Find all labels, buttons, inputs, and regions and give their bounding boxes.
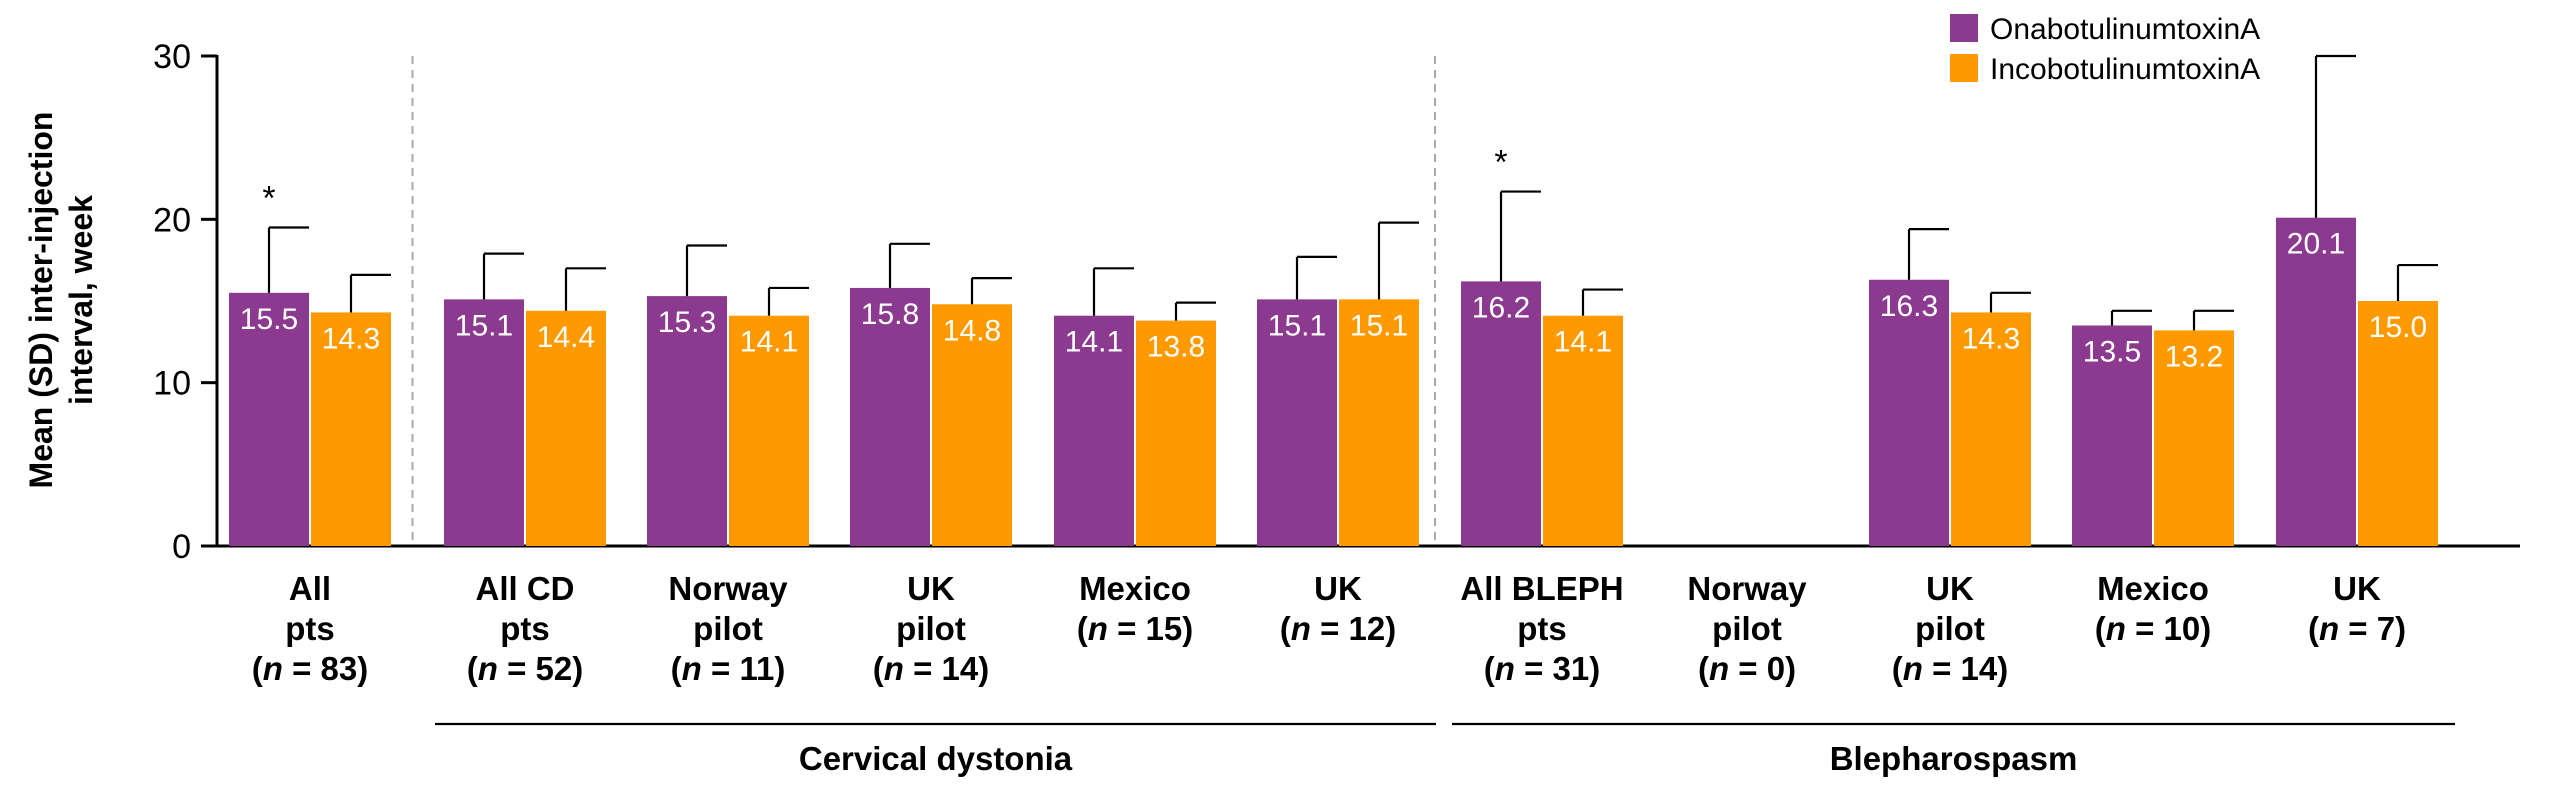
y-tick-label: 10 <box>153 365 191 403</box>
bar-onabotulinumtoxina <box>444 299 524 546</box>
group-label: Blepharospasm <box>1830 740 2078 777</box>
bar-onabotulinumtoxina <box>1054 315 1134 546</box>
bar-onabotulinumtoxina <box>1869 279 1949 546</box>
bar-incobotulinumtoxina <box>932 304 1012 546</box>
category-label: All CD pts (n = 52) <box>467 570 583 687</box>
data-label: 15.5 <box>240 303 298 336</box>
bar-onabotulinumtoxina <box>647 296 727 546</box>
data-label: 15.8 <box>861 298 919 331</box>
category-label: Mexico (n = 10) <box>2095 570 2211 647</box>
y-tick-label: 0 <box>172 528 191 566</box>
bar-onabotulinumtoxina <box>2072 325 2152 546</box>
category-label: Norway pilot (n = 11) <box>668 570 788 687</box>
bar-onabotulinumtoxina <box>1461 281 1541 546</box>
data-label: 15.3 <box>658 306 716 339</box>
data-label: 14.4 <box>537 321 595 354</box>
legend-swatch <box>1950 54 1978 82</box>
data-label: 13.2 <box>2165 340 2223 373</box>
bar-incobotulinumtoxina <box>311 312 391 546</box>
legend-label: IncobotulinumtoxinA <box>1990 53 2260 86</box>
y-tick-label: 20 <box>153 201 191 239</box>
legend-label: OnabotulinumtoxinA <box>1990 13 2260 46</box>
significance-marker: * <box>1494 144 1507 182</box>
data-label: 20.1 <box>2287 228 2345 261</box>
category-label: UK (n = 12) <box>1280 570 1396 647</box>
bar-incobotulinumtoxina <box>2358 301 2438 546</box>
data-label: 15.1 <box>1350 309 1408 342</box>
data-label: 15.1 <box>1268 309 1326 342</box>
bar-onabotulinumtoxina <box>850 287 930 546</box>
data-label: 14.1 <box>740 326 798 359</box>
bar-incobotulinumtoxina <box>2154 330 2234 546</box>
bar-incobotulinumtoxina <box>1136 320 1216 546</box>
bar-incobotulinumtoxina <box>1951 312 2031 546</box>
group-label: Cervical dystonia <box>799 740 1073 777</box>
data-label: 15.0 <box>2369 311 2427 344</box>
data-label: 14.1 <box>1065 326 1123 359</box>
y-axis-label: Mean (SD) inter-injection interval, week <box>23 112 99 489</box>
data-label: 14.8 <box>943 314 1001 347</box>
category-label: All BLEPH pts (n = 31) <box>1460 570 1623 687</box>
category-label: UK (n = 7) <box>2308 570 2406 647</box>
data-label: 15.1 <box>455 309 513 342</box>
legend-swatch <box>1950 14 1978 42</box>
data-label: 16.3 <box>1880 290 1938 323</box>
data-label: 16.2 <box>1472 291 1530 324</box>
bar-onabotulinumtoxina <box>2276 217 2356 546</box>
y-tick-label: 30 <box>153 38 191 76</box>
bar-incobotulinumtoxina <box>1339 299 1419 546</box>
category-label: UK pilot (n = 14) <box>873 570 989 687</box>
bar-incobotulinumtoxina <box>526 310 606 546</box>
data-label: 14.1 <box>1554 326 1612 359</box>
data-label: 13.5 <box>2083 336 2141 369</box>
significance-marker: * <box>262 180 275 218</box>
category-label: Mexico (n = 15) <box>1077 570 1193 647</box>
bar-onabotulinumtoxina <box>229 292 309 546</box>
bar-onabotulinumtoxina <box>1257 299 1337 546</box>
category-label: Norway pilot (n = 0) <box>1687 570 1807 687</box>
bar-incobotulinumtoxina <box>729 315 809 546</box>
bar-incobotulinumtoxina <box>1543 315 1623 546</box>
data-label: 13.8 <box>1147 331 1205 364</box>
data-label: 14.3 <box>1962 322 2020 355</box>
data-label: 14.3 <box>322 322 380 355</box>
category-label: UK pilot (n = 14) <box>1892 570 2008 687</box>
category-label: All pts (n = 83) <box>252 570 368 687</box>
